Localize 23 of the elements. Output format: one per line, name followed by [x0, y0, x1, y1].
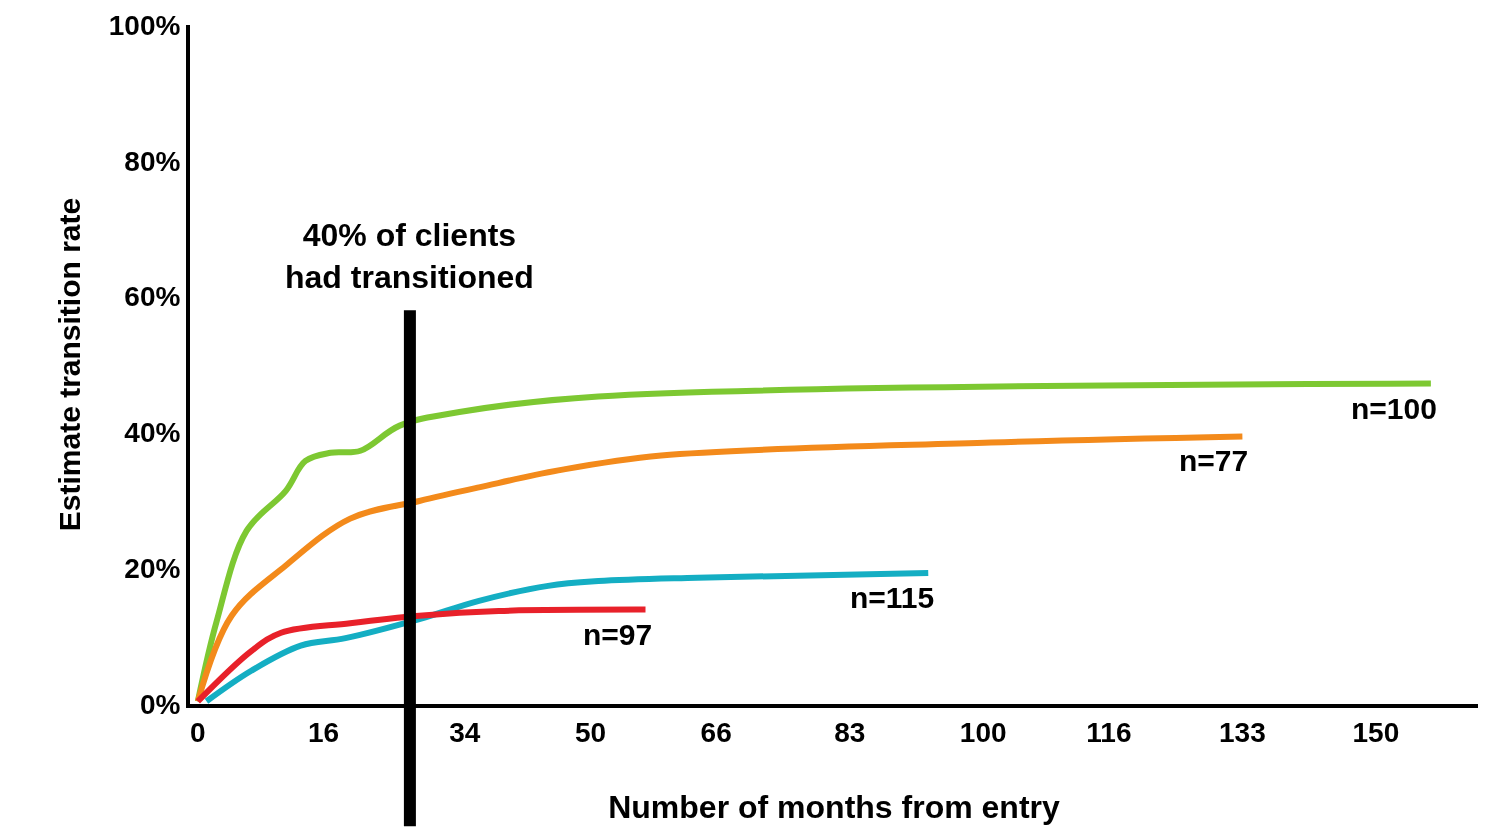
x-tick-label: 34: [449, 716, 481, 748]
x-tick-label: 100: [959, 716, 1007, 748]
x-tick-label: 133: [1219, 716, 1266, 748]
y-tick-label: 20%: [124, 553, 181, 584]
x-tick-label: 0: [190, 716, 206, 748]
y-tick-label: 60%: [124, 281, 181, 313]
x-tick-label: 50: [574, 716, 607, 748]
x-tick-label: 116: [1086, 716, 1132, 748]
y-axis-title: Estimate transition rate: [53, 197, 87, 532]
y-tick-label: 0%: [139, 688, 181, 720]
y-tick-label: 100%: [108, 9, 181, 41]
x-tick-label: 66: [700, 716, 732, 748]
x-tick-label: 16: [307, 716, 340, 748]
x-tick-label: 83: [834, 716, 866, 748]
y-tick-label: 40%: [124, 417, 181, 449]
x-axis-title: Number of months from entry: [608, 789, 1060, 825]
series-label: n=100: [1351, 392, 1437, 425]
x-tick-label: 150: [1352, 716, 1400, 748]
ref-line-label: 40% of clients had transitioned: [285, 217, 534, 295]
y-tick-label: 80%: [124, 145, 181, 177]
series-label: n=77: [1179, 444, 1249, 477]
series-label: n=97: [583, 618, 653, 651]
series-label: n=115: [850, 581, 935, 614]
